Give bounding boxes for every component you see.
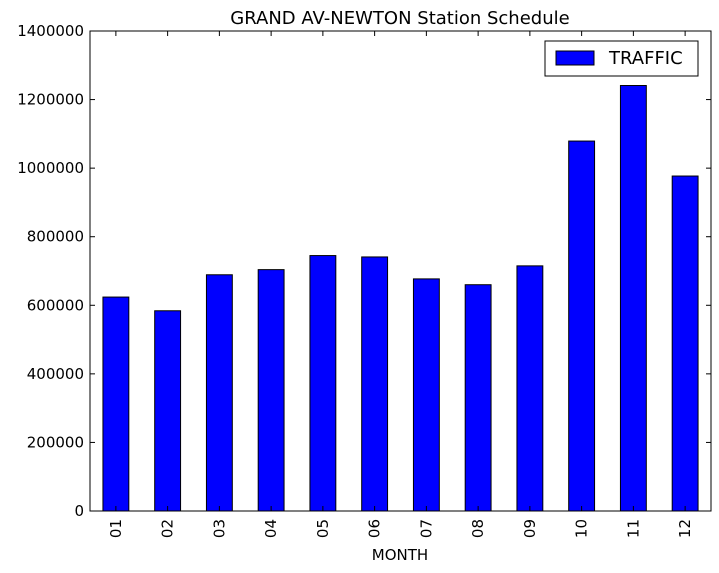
x-tick-label-08: 08 bbox=[469, 519, 487, 538]
y-tick-label-1: 200000 bbox=[27, 433, 84, 451]
x-tick-label-05: 05 bbox=[314, 519, 332, 538]
bar-08 bbox=[464, 284, 492, 512]
bars-layer bbox=[102, 85, 699, 512]
x-tick-label-04: 04 bbox=[262, 519, 280, 538]
bar-06 bbox=[361, 256, 389, 512]
ticks-layer: 01 02 03 04 05 06 07 08 09 10 11 12 0 200000 400000 600… bbox=[17, 22, 711, 538]
x-tick-label-03: 03 bbox=[210, 519, 228, 538]
y-tick-label-4: 800000 bbox=[27, 228, 84, 246]
x-tick-label-06: 06 bbox=[366, 519, 384, 538]
x-tick-label-09: 09 bbox=[521, 519, 539, 538]
bar-04 bbox=[257, 269, 285, 512]
bar-07 bbox=[412, 278, 440, 512]
x-tick-label-07: 07 bbox=[417, 519, 435, 538]
x-tick-label-01: 01 bbox=[107, 519, 125, 538]
y-tick-label-6: 1200000 bbox=[17, 91, 84, 109]
y-tick-label-3: 600000 bbox=[27, 296, 84, 314]
y-tick-label-5: 1000000 bbox=[17, 159, 84, 177]
x-tick-label-02: 02 bbox=[159, 519, 177, 538]
bar-12 bbox=[671, 175, 699, 512]
y-tick-label-2: 400000 bbox=[27, 365, 84, 383]
plot-frame bbox=[89, 30, 712, 512]
y-tick-label-0: 0 bbox=[74, 502, 84, 520]
x-tick-label-11: 11 bbox=[624, 519, 642, 538]
bar-05 bbox=[309, 255, 337, 512]
x-tick-label-12: 12 bbox=[676, 519, 694, 538]
x-tick-label-10: 10 bbox=[573, 519, 591, 538]
x-axis-title: MONTH bbox=[372, 546, 428, 564]
bar-11 bbox=[619, 85, 647, 512]
bar-10 bbox=[568, 140, 596, 512]
bar-01 bbox=[102, 296, 130, 512]
legend-swatch bbox=[555, 50, 595, 66]
bar-09 bbox=[516, 265, 544, 512]
legend: TRAFFIC bbox=[544, 40, 699, 77]
bar-03 bbox=[205, 274, 233, 512]
legend-label: TRAFFIC bbox=[608, 48, 683, 69]
chart-title: GRAND AV-NEWTON Station Schedule bbox=[230, 8, 569, 29]
bar-02 bbox=[154, 310, 182, 512]
y-tick-label-7: 1400000 bbox=[17, 22, 84, 40]
